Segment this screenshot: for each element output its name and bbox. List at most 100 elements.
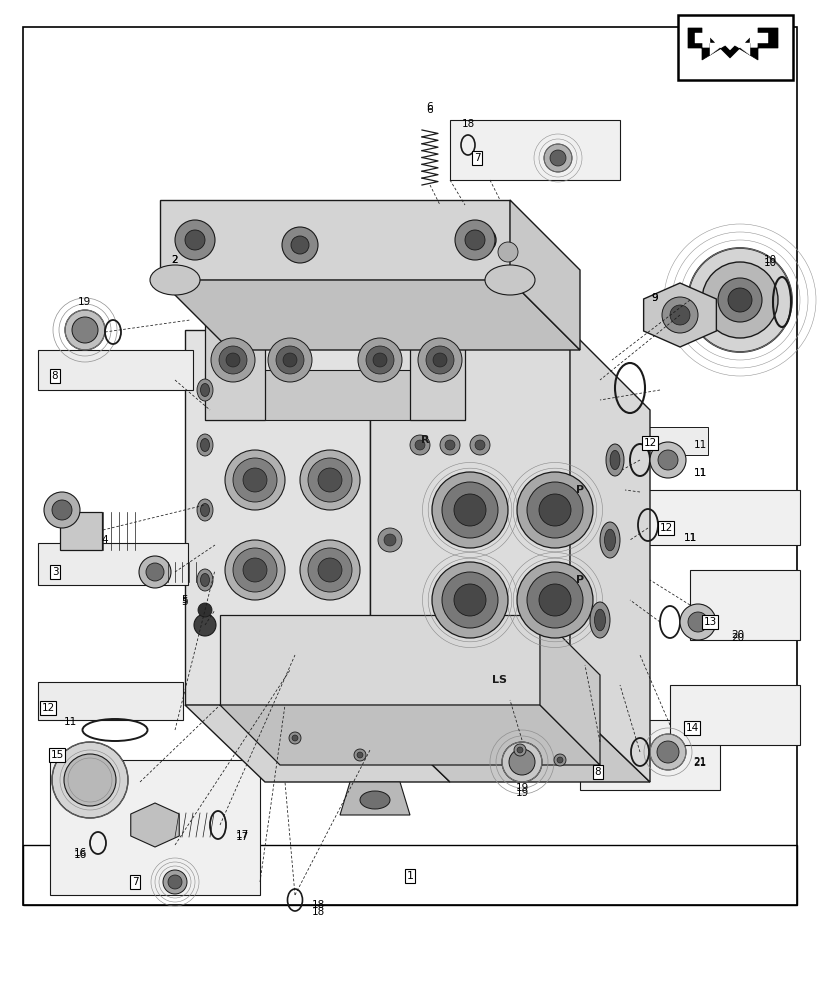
Ellipse shape [150, 265, 200, 295]
Circle shape [168, 875, 182, 889]
Text: 11: 11 [682, 533, 696, 543]
Ellipse shape [201, 383, 209, 396]
Text: 17: 17 [235, 832, 248, 842]
Text: 21: 21 [693, 758, 706, 768]
Ellipse shape [197, 569, 213, 591]
Circle shape [224, 450, 285, 510]
Circle shape [426, 346, 454, 374]
Text: 8: 8 [594, 767, 600, 777]
Circle shape [139, 556, 171, 588]
Ellipse shape [360, 791, 390, 809]
Bar [637, 427, 707, 455]
Circle shape [308, 548, 351, 592]
Ellipse shape [197, 499, 213, 521]
Circle shape [226, 353, 240, 367]
Text: 1: 1 [406, 871, 413, 881]
Circle shape [414, 440, 424, 450]
Circle shape [687, 248, 791, 352]
Bar [60, 512, 102, 550]
Polygon shape [695, 33, 767, 55]
Text: 16: 16 [73, 850, 87, 860]
Circle shape [300, 540, 360, 600]
Circle shape [445, 440, 455, 450]
Circle shape [52, 500, 72, 520]
Circle shape [516, 562, 592, 638]
Circle shape [554, 754, 565, 766]
Polygon shape [130, 803, 179, 847]
Circle shape [276, 346, 304, 374]
Polygon shape [509, 200, 579, 350]
Circle shape [440, 435, 459, 455]
Text: 18: 18 [311, 900, 324, 910]
Polygon shape [569, 330, 649, 782]
Polygon shape [540, 615, 600, 765]
Text: 20: 20 [731, 630, 744, 640]
Polygon shape [185, 705, 450, 782]
Circle shape [219, 346, 247, 374]
Circle shape [308, 458, 351, 502]
Polygon shape [205, 370, 464, 420]
Text: 20: 20 [731, 633, 744, 643]
Text: 7: 7 [473, 153, 480, 163]
Circle shape [52, 742, 128, 818]
Circle shape [657, 450, 677, 470]
Polygon shape [50, 760, 260, 895]
Circle shape [383, 534, 396, 546]
Circle shape [432, 562, 508, 638]
Text: 5: 5 [182, 595, 188, 605]
Circle shape [727, 288, 751, 312]
Polygon shape [160, 280, 579, 350]
Bar [23, 27, 796, 905]
Circle shape [242, 468, 267, 492]
Circle shape [44, 492, 80, 528]
Text: 2: 2 [171, 255, 178, 265]
Circle shape [661, 297, 697, 333]
Text: 11: 11 [63, 717, 76, 727]
Circle shape [527, 572, 582, 628]
Text: 19: 19 [515, 788, 528, 798]
Text: 12: 12 [41, 703, 55, 713]
Text: 19: 19 [77, 297, 91, 307]
Bar [23, 845, 796, 905]
Circle shape [432, 353, 446, 367]
Circle shape [687, 612, 707, 632]
Circle shape [72, 317, 98, 343]
Polygon shape [450, 120, 619, 180]
Bar [677, 15, 792, 80]
Circle shape [432, 472, 508, 548]
Polygon shape [160, 200, 509, 280]
Circle shape [197, 603, 212, 617]
Text: LS: LS [492, 675, 507, 685]
Text: 2: 2 [171, 255, 178, 265]
Polygon shape [219, 615, 540, 705]
Ellipse shape [201, 574, 209, 586]
Text: 12: 12 [643, 438, 656, 448]
Circle shape [514, 744, 525, 756]
Ellipse shape [197, 379, 213, 401]
Circle shape [701, 262, 777, 338]
Text: 15: 15 [50, 750, 64, 760]
Circle shape [378, 528, 401, 552]
Circle shape [454, 494, 486, 526]
Polygon shape [689, 570, 799, 640]
Circle shape [717, 278, 761, 322]
Circle shape [527, 482, 582, 538]
Circle shape [509, 749, 534, 775]
Circle shape [649, 442, 686, 478]
Circle shape [516, 747, 523, 753]
Circle shape [300, 450, 360, 510]
Circle shape [283, 353, 296, 367]
Polygon shape [369, 705, 649, 782]
Ellipse shape [605, 444, 623, 476]
Circle shape [373, 353, 387, 367]
Circle shape [418, 338, 461, 382]
Text: 19: 19 [515, 783, 528, 793]
Text: 18: 18 [311, 907, 324, 917]
Circle shape [454, 584, 486, 616]
Circle shape [441, 572, 497, 628]
Text: 12: 12 [658, 523, 672, 533]
Circle shape [233, 458, 277, 502]
Circle shape [268, 338, 311, 382]
Polygon shape [669, 685, 799, 745]
Ellipse shape [590, 602, 609, 638]
